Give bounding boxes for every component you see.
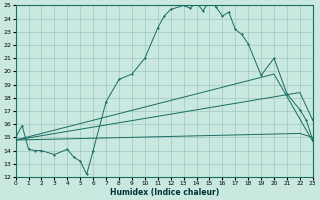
X-axis label: Humidex (Indice chaleur): Humidex (Indice chaleur) bbox=[109, 188, 219, 197]
